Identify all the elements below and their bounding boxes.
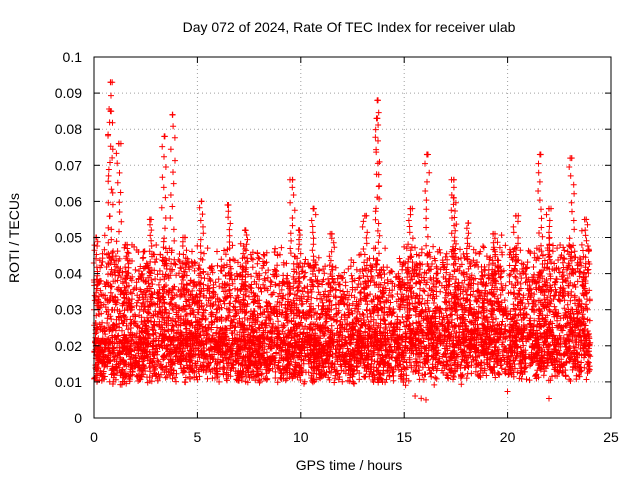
roti-peak-point — [107, 79, 114, 86]
y-tick-label: 0.02 — [55, 338, 82, 354]
roti-peak-point — [146, 216, 153, 223]
roti-peak-point — [374, 115, 381, 122]
x-tick-label: 10 — [293, 429, 309, 445]
chart-title: Day 072 of 2024, Rate Of TEC Index for r… — [183, 19, 516, 35]
y-tick-label: 0.01 — [55, 374, 82, 390]
roti-peak-point — [295, 227, 302, 234]
y-tick-label: 0.04 — [55, 266, 82, 282]
y-tick-label: 0.08 — [55, 121, 82, 137]
y-tick-label: 0 — [74, 410, 82, 426]
roti-peak-point — [198, 198, 205, 205]
y-tick-label: 0.09 — [55, 85, 82, 101]
roti-peak-point — [465, 220, 472, 227]
y-tick-label: 0.1 — [63, 49, 83, 65]
roti-peak-point — [225, 202, 232, 209]
x-axis-label: GPS time / hours — [296, 457, 403, 473]
y-tick-label: 0.07 — [55, 157, 82, 173]
axis-ticks: 0 5 10 15 20 25 0 0.01 0.02 0.03 0.04 0.05 0.06 0.07 0… — [55, 49, 619, 445]
y-tick-label: 0.06 — [55, 193, 82, 209]
x-tick-label: 0 — [90, 429, 98, 445]
roti-peak-point — [181, 234, 188, 241]
roti-peak-point — [241, 227, 248, 234]
roti-peak-point — [537, 151, 544, 158]
roti-peak-point — [583, 216, 590, 223]
roti-peak-point — [450, 176, 457, 183]
x-tick-label: 15 — [396, 429, 412, 445]
roti-peak-point — [289, 176, 296, 183]
roti-points — [90, 79, 594, 403]
x-tick-label: 25 — [603, 429, 619, 445]
roti-peak-point — [124, 241, 131, 248]
roti-point-cloud — [90, 79, 594, 403]
roti-peak-point — [450, 194, 457, 201]
roti-peak-point — [545, 205, 552, 212]
roti-peak-point — [161, 133, 168, 140]
roti-peak-point — [310, 205, 317, 212]
y-tick-label: 0.05 — [55, 230, 82, 246]
y-axis-label: ROTI / TECUs — [6, 193, 22, 283]
y-tick-label: 0.03 — [55, 302, 82, 318]
x-tick-label: 20 — [500, 429, 516, 445]
x-tick-label: 5 — [194, 429, 202, 445]
roti-peak-point — [328, 230, 335, 237]
roti-peak-point — [361, 212, 368, 219]
roti-peak-point — [407, 205, 414, 212]
roti-peak-point — [115, 140, 122, 147]
roti-peak-point — [490, 230, 497, 237]
roti-peak-point — [169, 111, 176, 118]
roti-peak-point — [107, 108, 114, 115]
roti-peak-point — [374, 97, 381, 104]
roti-peak-point — [568, 155, 575, 162]
roti-peak-point — [423, 151, 430, 158]
roti-peak-point — [512, 212, 519, 219]
